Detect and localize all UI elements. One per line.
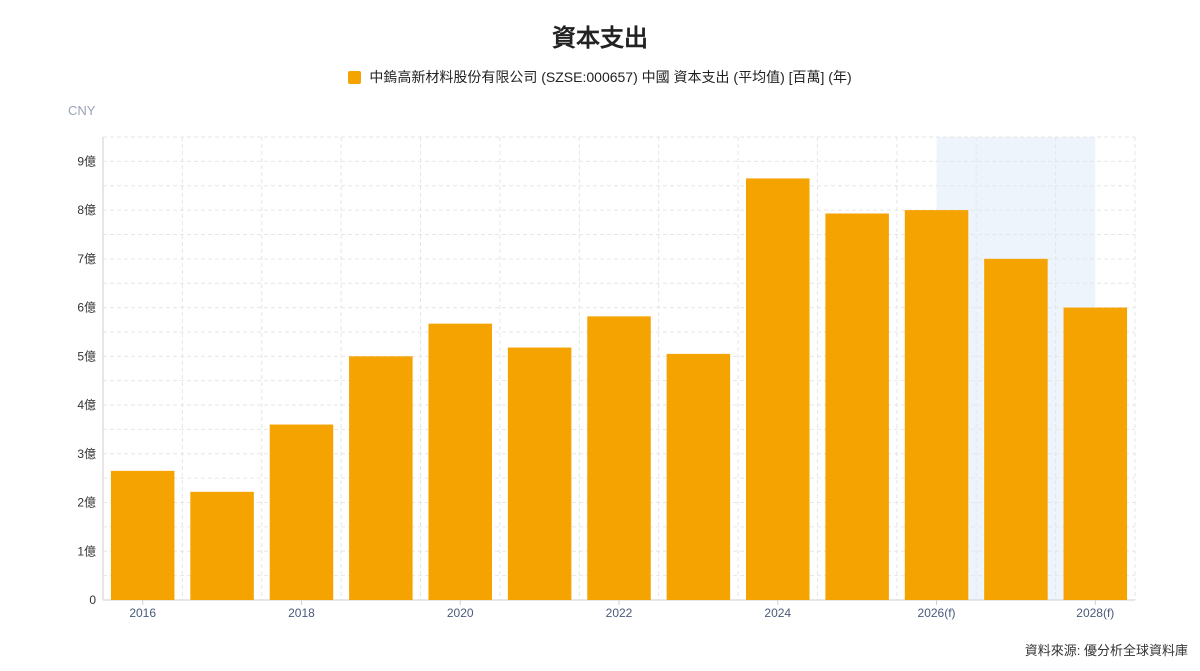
x-tick-label: 2020 [447, 606, 474, 620]
y-tick-label: 4億 [77, 398, 96, 412]
x-tick-label: 2016 [129, 606, 156, 620]
x-tick-label: 2018 [288, 606, 315, 620]
bar-2024 [746, 178, 810, 600]
bar-2020 [428, 323, 492, 600]
bar-2019 [349, 356, 413, 600]
bar-2028(f) [1063, 307, 1128, 600]
chart-title: 資本支出 [552, 25, 648, 52]
y-axis-unit: CNY [68, 103, 96, 118]
x-tick-label: 2022 [606, 606, 633, 620]
bar-2022 [587, 316, 651, 600]
legend[interactable]: 中鎢高新材料股份有限公司 (SZSE:000657) 中國 資本支出 (平均值)… [0, 67, 1200, 87]
legend-swatch [348, 70, 362, 84]
x-tick-label: 2024 [764, 606, 791, 620]
y-tick-label: 3億 [77, 447, 96, 461]
y-tick-label: 8億 [77, 203, 96, 217]
legend-label: 中鎢高新材料股份有限公司 (SZSE:000657) 中國 資本支出 (平均值)… [369, 69, 852, 85]
y-tick-label: 9億 [77, 154, 96, 168]
source-note: 資料來源: 優分析全球資料庫 [1024, 643, 1188, 658]
bar-2027(f) [984, 258, 1048, 600]
y-tick-label: 5億 [77, 349, 96, 363]
x-tick-label: 2026(f) [918, 606, 956, 620]
x-tick-label: 2028(f) [1076, 606, 1114, 620]
bar-2021 [507, 347, 572, 600]
bar-2016 [110, 470, 175, 600]
bar-2023 [666, 353, 731, 600]
bar-2018 [269, 424, 334, 600]
bar-2026(f) [904, 210, 969, 600]
y-tick-label: 0 [89, 593, 96, 607]
bar-2025 [825, 213, 889, 600]
y-tick-label: 2億 [77, 496, 96, 510]
y-tick-label: 6億 [77, 301, 96, 315]
y-tick-label: 7億 [77, 252, 96, 266]
y-tick-label: 1億 [77, 544, 96, 558]
bar-2017 [190, 491, 254, 600]
